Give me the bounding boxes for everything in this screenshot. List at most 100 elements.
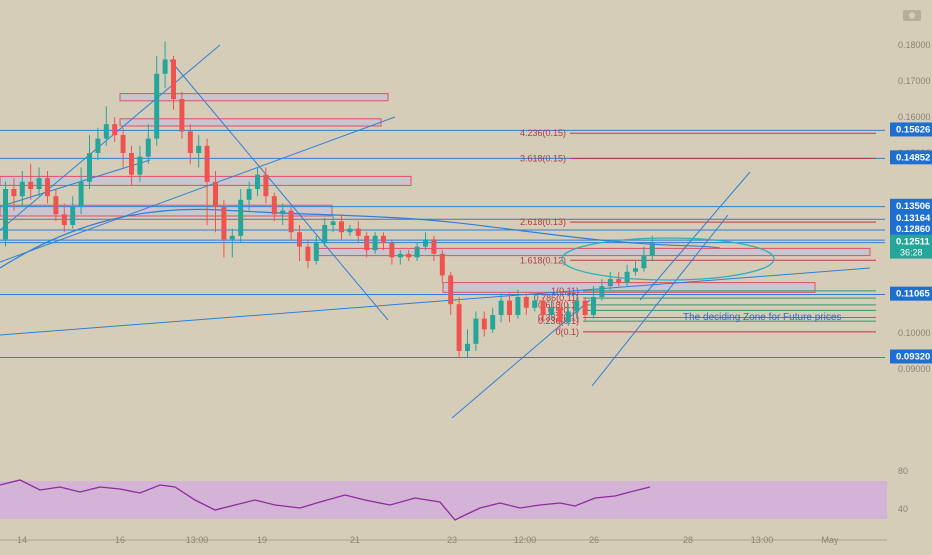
candle[interactable] — [28, 163, 34, 200]
candle-body — [255, 174, 260, 189]
candle[interactable] — [582, 297, 588, 323]
candle[interactable] — [255, 167, 260, 197]
candle[interactable] — [330, 214, 336, 233]
candle[interactable] — [196, 135, 202, 168]
candle-body — [36, 178, 42, 189]
candle[interactable] — [633, 261, 638, 276]
candle[interactable] — [229, 228, 235, 258]
candle[interactable] — [263, 167, 269, 204]
candle[interactable] — [322, 217, 328, 247]
candle-body — [204, 145, 210, 182]
rsi-tick-40: 40 — [898, 504, 908, 514]
candle[interactable] — [112, 117, 118, 143]
candle[interactable] — [423, 232, 428, 251]
candle[interactable] — [246, 181, 252, 211]
candle[interactable] — [389, 239, 395, 265]
candle[interactable] — [431, 235, 437, 261]
candle[interactable] — [103, 106, 109, 146]
candle[interactable] — [36, 167, 42, 197]
candle[interactable] — [145, 124, 151, 164]
candle[interactable] — [221, 199, 227, 258]
candle[interactable] — [238, 189, 244, 243]
candle[interactable] — [355, 221, 361, 243]
candle-body — [53, 196, 59, 215]
candle[interactable] — [490, 307, 496, 333]
candle[interactable] — [11, 178, 17, 211]
candle[interactable] — [565, 304, 571, 326]
fib-label-6: 0.618(0.1) — [538, 300, 579, 310]
candle[interactable] — [305, 239, 311, 269]
candle[interactable] — [649, 235, 655, 261]
candle[interactable] — [498, 293, 504, 323]
candle-body — [263, 174, 269, 197]
candle[interactable] — [507, 293, 512, 323]
candle[interactable] — [456, 297, 462, 359]
candle[interactable] — [288, 207, 294, 240]
candle[interactable] — [297, 225, 302, 261]
candle[interactable] — [95, 127, 101, 161]
candle[interactable] — [473, 311, 479, 351]
candle[interactable] — [607, 271, 613, 290]
candle[interactable] — [162, 41, 168, 89]
candle-body — [347, 228, 353, 233]
candle[interactable] — [406, 250, 412, 261]
candle[interactable] — [187, 124, 193, 164]
candle[interactable] — [465, 329, 470, 359]
candle[interactable] — [591, 286, 596, 319]
candle[interactable] — [532, 293, 538, 312]
price-label-bg — [890, 286, 932, 301]
candle[interactable] — [129, 145, 134, 186]
candle[interactable] — [549, 300, 554, 319]
candle[interactable] — [381, 232, 386, 251]
candle[interactable] — [616, 271, 622, 287]
candle[interactable] — [179, 91, 185, 139]
candle[interactable] — [313, 235, 319, 265]
candle-body — [19, 181, 25, 197]
candle[interactable] — [3, 181, 8, 247]
candle[interactable] — [481, 311, 487, 337]
annotation-text: The deciding Zone for Future prices — [683, 312, 841, 323]
candle[interactable] — [574, 297, 580, 319]
fib-label-3: 1.618(0.12) — [520, 255, 566, 265]
candle[interactable] — [448, 271, 454, 315]
candle[interactable] — [45, 171, 50, 204]
candle[interactable] — [397, 250, 403, 265]
candle[interactable] — [624, 264, 630, 287]
candle[interactable] — [339, 214, 344, 240]
candle[interactable] — [641, 246, 647, 272]
candle[interactable] — [280, 203, 286, 225]
candle[interactable] — [347, 225, 353, 236]
camera-icon[interactable] — [903, 10, 921, 21]
moving-average-line — [0, 208, 721, 269]
candle[interactable] — [364, 232, 370, 258]
candle[interactable] — [87, 135, 92, 189]
candle[interactable] — [53, 189, 59, 222]
candle[interactable] — [540, 297, 546, 323]
candle[interactable] — [78, 167, 84, 215]
candle-body — [624, 271, 630, 283]
candle[interactable] — [599, 279, 605, 301]
candle-body — [246, 189, 252, 200]
candle[interactable] — [154, 55, 160, 146]
candle[interactable] — [137, 145, 143, 182]
candle[interactable] — [515, 289, 521, 319]
candle-body — [120, 135, 126, 153]
candle[interactable] — [120, 127, 126, 168]
candle[interactable] — [70, 196, 76, 229]
candle[interactable] — [61, 203, 67, 233]
candle[interactable] — [439, 250, 445, 283]
price-label: 0.11065 — [890, 286, 932, 301]
candle-body — [95, 138, 101, 153]
candle[interactable] — [213, 171, 218, 233]
candle[interactable] — [414, 243, 420, 261]
candle-body — [381, 235, 386, 243]
candle[interactable] — [557, 300, 563, 330]
candle[interactable] — [19, 171, 25, 207]
candle[interactable] — [171, 55, 176, 110]
candle[interactable] — [372, 232, 378, 254]
candle[interactable] — [523, 293, 529, 315]
candle[interactable] — [204, 138, 210, 225]
candle[interactable] — [271, 192, 277, 222]
